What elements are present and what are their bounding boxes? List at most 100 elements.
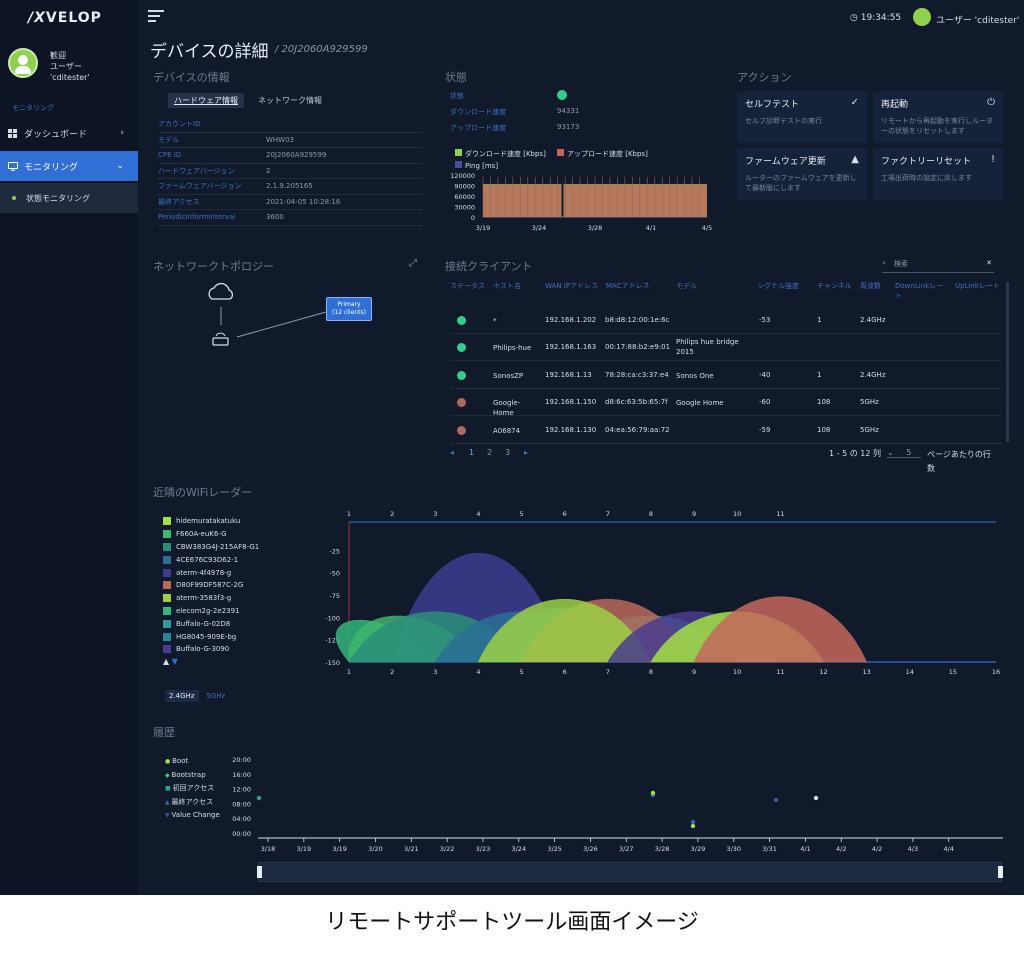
triangle-down-icon[interactable]: ▼ xyxy=(171,657,178,666)
history-legend-item[interactable]: ● Boot xyxy=(165,755,220,769)
radar-legend-item[interactable]: D80F99DF587C-2G xyxy=(163,579,259,592)
clock-time: 19:34:55 xyxy=(860,13,902,23)
mac-cell: 04:ea:56:79:aa:72 xyxy=(605,426,670,434)
radar-legend-item[interactable]: CBW383G4J-215AF8-G1 xyxy=(163,541,259,554)
prev-page-button[interactable]: ◂ xyxy=(450,448,455,457)
x-tick-label: 4/4 xyxy=(944,845,954,852)
radar-legend-item[interactable]: Buffalo-G-02D8 xyxy=(163,617,259,630)
x-tick-label: 13 xyxy=(862,668,870,676)
info-value: 20J2060A929599 xyxy=(266,151,327,159)
sidebar-item-status-monitoring[interactable]: 状態モニタリング xyxy=(0,183,138,213)
history-legend: ● Boot ◆ Bootstrap ■ 初回アクセス ▲ 最終アクセス ▼ Value… xyxy=(165,755,220,823)
column-header[interactable]: ステータス xyxy=(450,282,485,290)
table-row[interactable]: Philips-hue 192.168.1.163 00:17:88:b2:e9:0… xyxy=(450,334,1002,361)
x-tick-label: 4/5 xyxy=(702,224,712,232)
radar-legend-item[interactable]: Buffalo-G-3090 xyxy=(163,643,259,656)
history-legend-item[interactable]: ▼ Value Change xyxy=(165,809,220,823)
tab-network-info[interactable]: ネットワーク情報 xyxy=(258,96,322,105)
history-event-point[interactable] xyxy=(813,795,819,801)
reboot-card[interactable]: 再起動 リモートから再起動を実行しルーターの状態をリセットします ⏻ xyxy=(873,91,1003,143)
chevron-up-icon: ▲ xyxy=(851,154,859,165)
legend-label: F660A-euK6-G xyxy=(176,530,227,539)
timeline-scroller[interactable] xyxy=(257,862,1003,882)
radar-legend-item[interactable]: elecom2g-2e2391 xyxy=(163,605,259,618)
search-input[interactable]: ⌕ 検索 ✕ xyxy=(882,259,994,273)
factory-reset-card[interactable]: ファクトリーリセット 工場出荷時の設定に戻します ! xyxy=(873,148,1003,200)
cloud-icon xyxy=(208,282,234,300)
history-event-point[interactable] xyxy=(690,823,696,829)
fullscreen-icon[interactable]: ⤢ xyxy=(409,258,417,269)
x-tick-label: 3/24 xyxy=(532,224,547,232)
tab-hardware-info[interactable]: ハードウェア情報 xyxy=(168,93,244,108)
radar-legend-item[interactable]: aterm-4f4978-g xyxy=(163,566,259,579)
column-header[interactable]: モデル xyxy=(676,282,697,290)
radar-legend-item[interactable]: aterm-3583f3-g xyxy=(163,592,259,605)
x-tick-label: 1 xyxy=(347,668,351,676)
triangle-up-icon[interactable]: ▲ xyxy=(163,657,170,666)
radar-legend-item[interactable]: hidemuratakatuku xyxy=(163,515,259,528)
legend-label: Value Change xyxy=(171,811,220,820)
history-legend-item[interactable]: ■ 初回アクセス xyxy=(165,782,220,796)
table-row[interactable]: Google-Home 192.168.1.150 d8:6c:63:5b:65:7… xyxy=(450,389,1002,417)
user-avatar[interactable] xyxy=(913,8,931,26)
action-desc: リモートから再起動を実行しルーターの状態をリセットします xyxy=(881,117,993,135)
radar-legend-item[interactable]: HG8045-909E-bg xyxy=(163,630,259,643)
per-page-select[interactable]: ⌄ 5 xyxy=(887,448,921,458)
legend-label: elecom2g-2e2391 xyxy=(176,606,240,615)
table-row[interactable]: * 192.168.1.202 b8:d8:12:00:1e:6c -53 1 2.4GH… xyxy=(450,307,1002,334)
radar-legend-item[interactable]: 4CE676C93D62-1 xyxy=(163,553,259,566)
next-page-button[interactable]: ▸ xyxy=(524,448,529,457)
close-icon[interactable]: ✕ xyxy=(986,259,992,267)
legend-label: aterm-3583f3-g xyxy=(176,594,232,603)
column-header[interactable]: MACアドレス xyxy=(606,282,650,290)
radar-legend-item[interactable]: F660A-euK6-G xyxy=(163,528,259,541)
history-event-point[interactable] xyxy=(773,797,779,803)
column-header[interactable]: DownLinkレート xyxy=(895,282,944,300)
firmware-update-card[interactable]: ファームウェア更新 ルーターのファームウェアを更新して最新版にします ▲ xyxy=(737,148,867,200)
speed-chart: ダウンロード速度 [Kbps] アップロード速度 [Kbps] Ping [ms] 1… xyxy=(450,149,712,232)
scroller-handle-right[interactable] xyxy=(998,866,1003,878)
history-event-point[interactable] xyxy=(650,790,656,796)
x-tick-label: 6 xyxy=(563,668,567,676)
legend-swatch xyxy=(163,568,171,577)
host-cell: SonosZP xyxy=(493,372,524,380)
mac-cell: b8:d8:12:00:1e:6c xyxy=(605,316,670,324)
column-header[interactable]: チャンネル xyxy=(817,282,852,290)
status-dot xyxy=(457,426,466,435)
y-tick-label: 08:00 xyxy=(232,800,251,808)
self-test-card[interactable]: セルフテスト セルフ診断テストの実行 ✓ xyxy=(737,91,867,143)
tab-5ghz[interactable]: 5GHz xyxy=(206,692,226,700)
node-label: Primary xyxy=(337,301,361,308)
column-header[interactable]: 周波数 xyxy=(860,282,881,290)
table-row[interactable]: SonosZP 192.168.1.13 78:28:ca:c3:37:e4 Sono… xyxy=(450,362,1002,389)
history-legend-item[interactable]: ◆ Bootstrap xyxy=(165,769,220,783)
table-row[interactable]: A06874 192.168.1.130 04:ea:56:79:aa:72 -59 1… xyxy=(450,417,1002,444)
history-event-point[interactable] xyxy=(256,795,262,801)
page-1-button[interactable]: 1 xyxy=(469,448,475,457)
sidebar-item-monitoring[interactable]: モニタリング ⌄ xyxy=(0,151,138,181)
tab-2-4ghz[interactable]: 2.4GHz xyxy=(165,690,199,702)
upload-area xyxy=(483,184,562,217)
column-header[interactable]: WAN IPアドレス xyxy=(545,282,599,290)
chevron-down-icon: ⌄ xyxy=(887,448,894,457)
history-event-point[interactable] xyxy=(690,819,696,825)
top-tick-label: 5 xyxy=(519,510,523,518)
menu-icon[interactable] xyxy=(148,10,164,22)
column-header[interactable]: シグナル強度 xyxy=(757,282,799,290)
x-tick-label: 3/28 xyxy=(588,224,603,232)
legend-label: アップロード速度 [Kbps] xyxy=(567,149,648,158)
history-legend-item[interactable]: ▲ 最終アクセス xyxy=(165,796,220,810)
user-menu[interactable]: ユーザー 'cditester' xyxy=(936,16,1020,26)
sidebar-item-dashboard[interactable]: ダッシュボード › xyxy=(0,118,138,148)
legend-label: 初回アクセス xyxy=(172,784,215,793)
scroller-handle-left[interactable] xyxy=(257,866,262,878)
page-3-button[interactable]: 3 xyxy=(505,448,511,457)
column-header[interactable]: UpLinkレート xyxy=(955,282,1000,290)
page-2-button[interactable]: 2 xyxy=(487,448,493,457)
sidebar-item-label: モニタリング xyxy=(24,162,79,173)
primary-node[interactable]: Primary (12 clients) xyxy=(326,297,372,321)
column-header[interactable]: ホスト名 xyxy=(493,282,521,290)
brand-logo[interactable]: /XVELOP xyxy=(28,10,102,26)
y-tick-label: -125 xyxy=(325,637,340,645)
table-scrollbar[interactable] xyxy=(1006,282,1009,442)
